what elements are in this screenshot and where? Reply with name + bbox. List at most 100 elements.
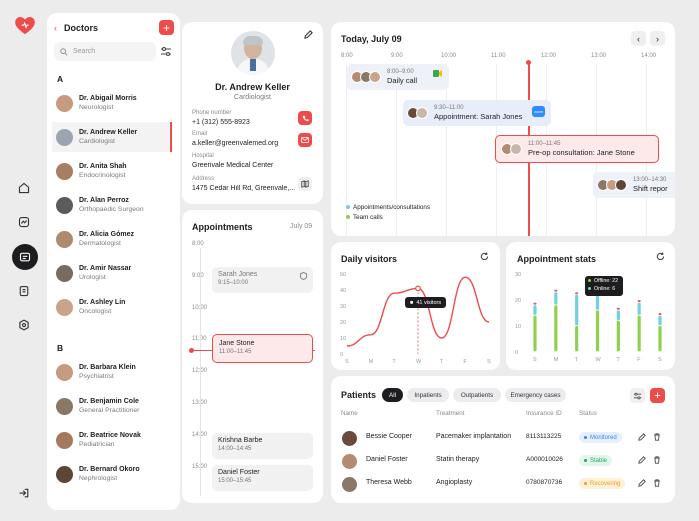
profile-specialty: Cardiologist	[234, 94, 271, 101]
search-placeholder: Search	[73, 48, 96, 55]
refresh-stats-icon[interactable]	[656, 252, 665, 263]
trash-icon[interactable]	[653, 433, 661, 441]
filter-icon[interactable]	[160, 46, 172, 57]
timeline-hour-label: 8:00	[341, 53, 353, 59]
doctor-list-item[interactable]: Dr. Bernard Okoro Nephrologist	[52, 459, 172, 489]
timeline-panel: 8:00 9:00 10:00 11:00 12:00 13:00 14:00 …	[331, 22, 675, 236]
doctor-list-item[interactable]: Dr. Benjamin Cole General Practitioner	[52, 391, 172, 421]
edit-profile-icon[interactable]	[304, 30, 313, 41]
map-button[interactable]	[298, 177, 312, 191]
event-shift-report[interactable]: 13:00–14:30 Shift repor	[593, 172, 675, 198]
appointment-krishna-barbe[interactable]: Krishna Barbe 14:00–14:45	[212, 433, 313, 459]
dashboard-icon[interactable]	[12, 244, 38, 270]
prev-day-button[interactable]: ‹	[631, 31, 646, 46]
doctor-name: Dr. Ashley Lin	[79, 299, 126, 306]
event-title: Shift repor	[633, 184, 668, 193]
doctor-list-item[interactable]: Dr. Amir Nassar Urologist	[52, 258, 172, 288]
edit-icon[interactable]	[638, 433, 646, 441]
search-box[interactable]: Search	[54, 42, 156, 61]
back-chevron-icon[interactable]: ‹	[54, 23, 57, 33]
y-tick-label: 30	[515, 272, 521, 278]
home-icon[interactable]	[14, 178, 34, 198]
filter-emergency[interactable]: Emergency cases	[505, 388, 566, 402]
chevron-left-icon: ‹	[637, 33, 640, 44]
column-treatment: Treatment	[436, 410, 465, 417]
refresh-visitors-icon[interactable]	[480, 252, 489, 263]
doctor-avatar	[56, 431, 73, 449]
filter-inpatients[interactable]: Inpatients	[407, 388, 449, 402]
edit-icon[interactable]	[638, 456, 646, 464]
y-tick-label: 50	[340, 272, 346, 278]
analytics-icon[interactable]	[14, 212, 34, 232]
event-daily-call[interactable]: 8:00–9:00 Daily call	[347, 64, 449, 90]
x-tick-label: S	[487, 359, 491, 365]
doctor-avatar	[56, 397, 73, 415]
trash-icon[interactable]	[653, 456, 661, 464]
doctor-list-item[interactable]: Dr. Beatrice Novak Pediatrician	[52, 425, 172, 455]
daily-visitors-title: Daily visitors	[341, 254, 398, 264]
x-tick-label: T	[440, 359, 444, 365]
doctor-avatar	[56, 298, 73, 316]
email-button[interactable]	[298, 133, 312, 147]
patient-name: Daniel Foster	[366, 456, 408, 463]
doctor-avatar	[56, 465, 73, 483]
doctor-specialty: Endocrinologist	[79, 172, 126, 179]
timeline-legend: Appointments/consultations Team calls	[346, 203, 430, 223]
doctor-list-item[interactable]: Dr. Anita Shah Endocrinologist	[52, 156, 172, 186]
appointment-daniel-foster[interactable]: Daniel Foster 15:00–15:45	[212, 465, 313, 491]
doctor-list-item[interactable]: Dr. Ashley Lin Oncologist	[52, 292, 172, 322]
bar-segment	[658, 326, 662, 352]
add-doctor-button[interactable]: +	[159, 20, 174, 35]
patient-insurance: 8113113225	[526, 433, 562, 440]
heart-logo-icon[interactable]	[15, 17, 35, 35]
next-day-button[interactable]: ›	[650, 31, 665, 46]
bar-segment	[658, 313, 662, 315]
x-tick-label: T	[392, 359, 396, 365]
appointment-jane-stone[interactable]: Jane Stone 11:00–11:45	[212, 334, 313, 363]
bar-segment	[616, 307, 620, 310]
doctor-list-item[interactable]: Dr. Alicia Gómez Dermatologist	[52, 224, 172, 254]
appointment-hour-label: 15:00	[192, 463, 208, 471]
logout-icon[interactable]	[14, 483, 34, 503]
visitors-tooltip-text: 41 visitors	[416, 299, 442, 306]
column-name: Name	[341, 410, 358, 417]
sliders-icon	[633, 392, 642, 399]
doctor-list-item[interactable]: Dr. Andrew Keller Cardiologist	[52, 122, 172, 152]
appointments-date: July 09	[290, 223, 313, 230]
appointment-sarah-jones[interactable]: Sarah Jones 9:15–10:00	[212, 267, 313, 293]
doctors-title: Doctors	[64, 23, 99, 33]
doctor-name: Dr. Bernard Okoro	[79, 466, 140, 473]
document-icon[interactable]	[14, 281, 34, 301]
timeline-title: Today, July 09	[341, 34, 402, 44]
doctor-avatar	[56, 94, 73, 112]
doctor-list-item[interactable]: Dr. Alan Perroz Orthopaedic Surgeon	[52, 190, 172, 220]
settings-icon[interactable]	[14, 315, 34, 335]
doctor-avatar	[56, 230, 73, 248]
y-tick-label: 10	[515, 324, 521, 330]
event-pre-op-consultation[interactable]: 11:00–11:45 Pre-op consultation: Jane Sto…	[495, 135, 659, 163]
event-appointment-sarah-jones[interactable]: 9:30–11:00 Appointment: Sarah Jones zoom	[403, 100, 551, 126]
doctor-name: Dr. Andrew Keller	[79, 129, 138, 136]
doctor-specialty: Nephrologist	[79, 475, 118, 482]
section-letter-b: B	[57, 343, 64, 353]
bar-segment	[616, 320, 620, 352]
event-time: 9:30–11:00	[434, 105, 464, 111]
appointment-name: Krishna Barbe	[218, 437, 263, 444]
appointment-hour-label: 13:00	[192, 399, 208, 407]
bar-segment	[637, 302, 641, 315]
event-title: Appointment: Sarah Jones	[434, 112, 523, 121]
event-time: 11:00–11:45	[528, 141, 561, 147]
edit-icon[interactable]	[638, 479, 646, 487]
y-tick-label: 0	[340, 352, 343, 358]
timeline-hour-label: 10:00	[441, 53, 457, 59]
doctor-list-item[interactable]: Dr. Barbara Klein Psychiatrist	[52, 357, 172, 387]
call-button[interactable]	[298, 111, 312, 125]
x-tick-label: M	[554, 357, 559, 363]
patients-filter-button[interactable]	[630, 388, 645, 403]
filter-all[interactable]: All	[382, 388, 403, 402]
filter-outpatients[interactable]: Outpatients	[453, 388, 501, 402]
add-patient-button[interactable]: +	[650, 388, 665, 403]
doctor-list-item[interactable]: Dr. Abigail Morris Neurologist	[52, 88, 172, 118]
x-tick-label: W	[596, 357, 602, 363]
trash-icon[interactable]	[653, 479, 661, 487]
